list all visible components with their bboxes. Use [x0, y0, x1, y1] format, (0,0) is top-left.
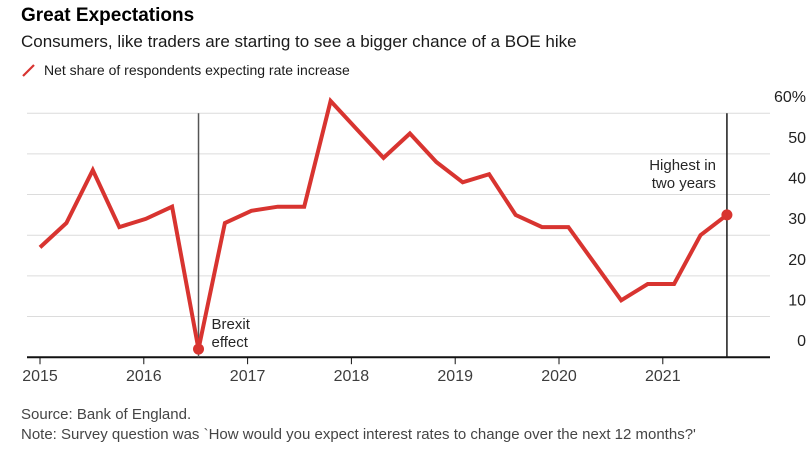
chart-subtitle: Consumers, like traders are starting to … [21, 32, 577, 51]
y-tick-label: 20 [788, 252, 806, 269]
y-tick-label: 10 [788, 293, 806, 310]
legend-line-icon [22, 63, 35, 77]
data-point-dot [721, 209, 733, 221]
y-tick-label: 30 [788, 211, 806, 228]
y-tick-label: 50 [788, 130, 806, 147]
x-tick-label: 2018 [334, 368, 370, 385]
x-tick-label: 2017 [230, 368, 266, 385]
data-point-dot [193, 343, 205, 355]
note-line: Note: Survey question was `How would you… [21, 426, 696, 443]
page-title: Great Expectations [21, 5, 195, 26]
series-line [38, 96, 729, 350]
annotation-highest: two years [652, 175, 716, 192]
x-tick-label: 2019 [437, 368, 473, 385]
y-tick-label: 40 [788, 171, 806, 188]
annotation-brexit: Brexit [212, 316, 251, 333]
x-tick-label: 2020 [541, 368, 577, 385]
annotation-highest: Highest in [649, 157, 716, 174]
y-tick-label: 60% [774, 89, 806, 106]
x-tick-label: 2015 [22, 368, 58, 385]
source-note: Source: Bank of England. Note: Survey qu… [21, 405, 696, 445]
chart-legend: Net share of respondents expecting rate … [21, 62, 350, 78]
source-line: Source: Bank of England. [21, 406, 192, 423]
annotation-brexit: effect [212, 334, 249, 351]
y-tick-label: 0 [797, 333, 806, 350]
x-tick-label: 2016 [126, 368, 162, 385]
legend-label: Net share of respondents expecting rate … [44, 62, 350, 78]
x-tick-label: 2021 [645, 368, 681, 385]
